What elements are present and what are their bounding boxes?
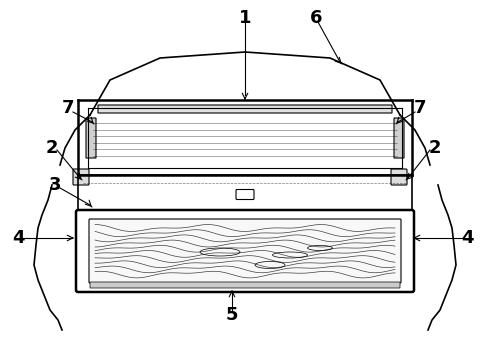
FancyBboxPatch shape — [236, 189, 254, 199]
Text: 6: 6 — [310, 9, 322, 27]
FancyBboxPatch shape — [394, 118, 404, 158]
Text: 7: 7 — [62, 99, 74, 117]
FancyBboxPatch shape — [391, 169, 407, 185]
Text: 4: 4 — [461, 229, 473, 247]
Text: 5: 5 — [226, 306, 238, 324]
FancyBboxPatch shape — [89, 219, 401, 283]
FancyBboxPatch shape — [76, 210, 414, 292]
FancyBboxPatch shape — [98, 105, 392, 113]
FancyBboxPatch shape — [90, 282, 400, 288]
Text: 1: 1 — [239, 9, 251, 27]
FancyBboxPatch shape — [86, 118, 96, 158]
Text: 2: 2 — [46, 139, 58, 157]
Text: 3: 3 — [49, 176, 61, 194]
FancyBboxPatch shape — [73, 169, 89, 185]
Text: 4: 4 — [12, 229, 24, 247]
Text: 2: 2 — [429, 139, 441, 157]
Text: 7: 7 — [414, 99, 426, 117]
